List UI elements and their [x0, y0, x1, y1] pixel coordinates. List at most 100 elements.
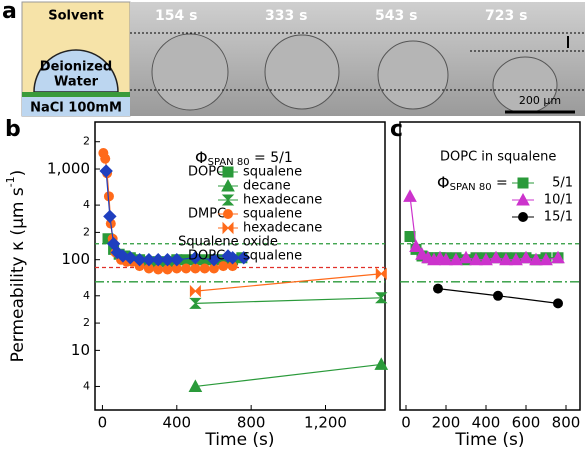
marker	[188, 379, 203, 392]
marker	[208, 263, 219, 274]
legend-phi: Φ	[437, 173, 450, 192]
series-line	[409, 196, 559, 261]
marker	[151, 252, 165, 267]
legend-marker	[221, 249, 235, 263]
marker	[189, 297, 202, 309]
x-tick-label: 600	[512, 414, 541, 432]
legend-marker	[222, 166, 234, 178]
x-axis-label: Time (s)	[454, 430, 524, 450]
marker	[449, 252, 463, 266]
legend-label: squalene	[243, 249, 302, 264]
marker	[132, 252, 147, 267]
legend-label: squalene	[243, 165, 302, 180]
legend-eq: =	[492, 175, 508, 191]
label: Water	[54, 75, 99, 90]
marker	[142, 252, 156, 267]
marker	[493, 290, 503, 301]
marker	[188, 251, 203, 265]
legend-group: DOPC	[188, 249, 225, 264]
marker	[237, 251, 251, 265]
legend-marker	[517, 177, 529, 189]
marker	[103, 209, 117, 224]
marker	[509, 252, 523, 266]
marker	[529, 252, 543, 266]
micrographs: 154 s 333 s 543 s 723 s 200 μm	[130, 2, 585, 116]
marker	[100, 153, 111, 164]
marker	[539, 252, 553, 266]
legend-label: 15/1	[544, 210, 573, 225]
y-tick-label: 4	[83, 289, 90, 302]
y-label-end: )	[8, 170, 28, 177]
label: NaCl 100mM	[30, 101, 122, 116]
marker	[375, 267, 387, 280]
marker	[199, 263, 210, 274]
marker	[116, 249, 130, 263]
panel-label: a	[2, 0, 17, 24]
schematic: Solvent Deionized Water NaCl 100mM	[21, 1, 131, 117]
legend-title: DOPC in squalene	[440, 150, 556, 165]
marker	[218, 261, 229, 272]
marker	[190, 263, 201, 274]
marker	[553, 298, 563, 309]
y-tick-label: 2	[83, 316, 90, 329]
marker	[439, 252, 453, 266]
marker	[189, 284, 201, 298]
legend-label: decane	[243, 179, 291, 194]
legend-marker	[221, 194, 235, 206]
legend-label: hexadecane	[243, 193, 322, 208]
legend-marker	[221, 178, 235, 192]
x-tick-label: 800	[552, 414, 581, 432]
x-tick-label: 0	[401, 414, 411, 432]
legend-title: ΦSPAN 80 = 5/1	[195, 148, 293, 169]
marker	[479, 252, 493, 266]
plot-frame	[399, 121, 581, 411]
marker	[123, 251, 138, 265]
legend-marker	[518, 212, 528, 222]
y-tick-label: 4	[83, 379, 90, 392]
time-label: 723 s	[485, 8, 527, 24]
y-tick-label: 1,000	[47, 160, 90, 178]
y-tick-label: 2	[83, 135, 90, 148]
legend-marker	[223, 209, 233, 219]
y-label-text: Permeability κ (μm s	[8, 187, 28, 362]
legend-label: squalene	[243, 207, 302, 222]
marker	[459, 250, 473, 264]
legend-group: Squalene oxide	[178, 235, 278, 250]
scale-bar-label: 200 μm	[519, 94, 561, 107]
series-line	[195, 297, 382, 304]
legend-label: 10/1	[544, 193, 573, 208]
legend-label: 5/1	[552, 176, 573, 191]
legend-marker	[222, 221, 234, 235]
marker	[489, 250, 503, 264]
marker	[110, 245, 125, 260]
y-tick-label: 2	[83, 225, 90, 238]
marker	[375, 292, 388, 304]
legend-title: ΦSPAN 80 =	[437, 173, 508, 194]
x-tick-label: 400	[472, 414, 501, 432]
marker	[403, 189, 417, 202]
marker	[207, 252, 221, 267]
legend-group: DOPC	[188, 165, 225, 180]
x-tick-label: 200	[432, 414, 461, 432]
panel-label: c	[390, 117, 403, 142]
legend-sub: SPAN 80	[208, 157, 250, 168]
x-tick-label: 800	[237, 414, 266, 432]
legend-eq: = 5/1	[250, 150, 293, 166]
marker	[171, 263, 182, 274]
plot-frame	[94, 121, 386, 411]
time-label: 543 s	[375, 8, 417, 24]
marker	[469, 252, 483, 266]
label: Deionized	[40, 60, 112, 75]
marker	[409, 239, 423, 252]
marker	[374, 357, 389, 370]
y-tick-label: 10	[71, 341, 90, 359]
marker	[162, 264, 173, 275]
legend-group: DMPC	[188, 207, 226, 222]
time-label: 154 s	[155, 8, 197, 24]
x-axis-label: Time (s)	[204, 430, 274, 450]
x-tick-label: 1,200	[304, 414, 347, 432]
x-tick-label: 400	[162, 414, 191, 432]
y-axis-label: Permeability κ (μm s-1)	[4, 170, 28, 363]
marker	[181, 263, 192, 274]
